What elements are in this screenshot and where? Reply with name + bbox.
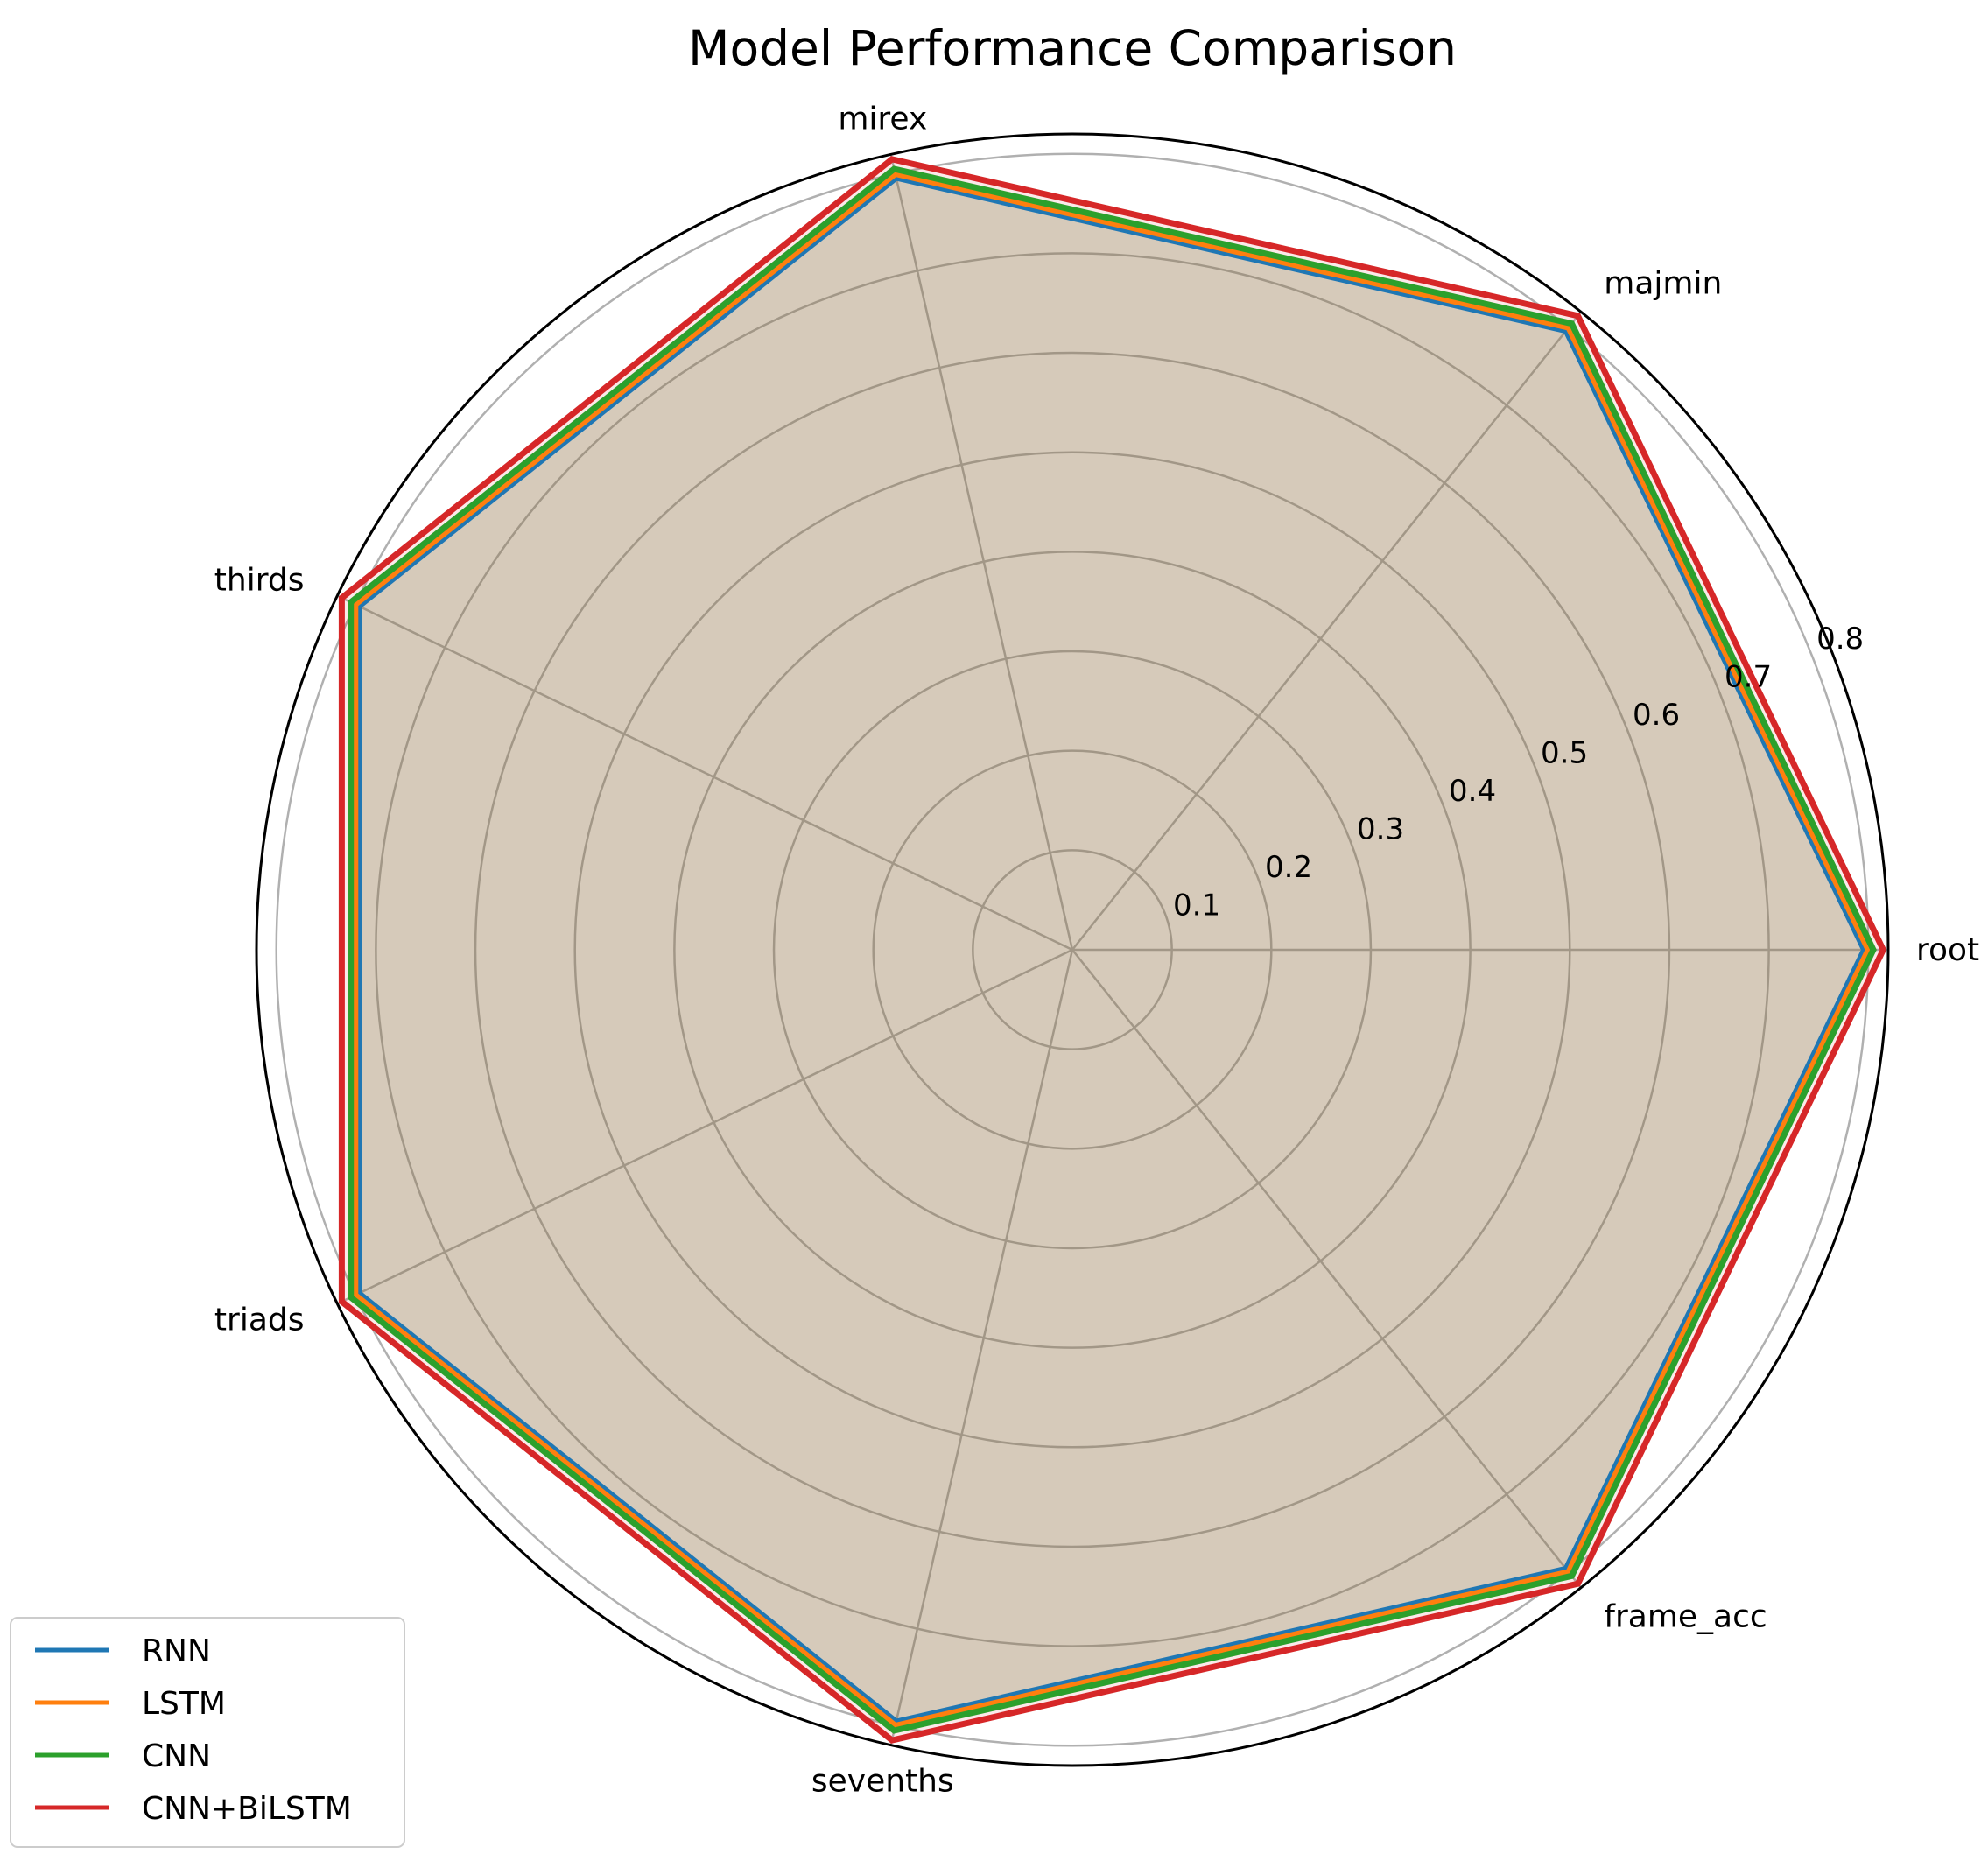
series-fill-cnn-bilstm	[341, 158, 1884, 1741]
series-line-cnn	[348, 165, 1877, 1734]
category-label-thirds: thirds	[214, 562, 305, 598]
legend-box	[10, 1617, 405, 1848]
legend-label-rnn: RNN	[142, 1633, 211, 1669]
series-fill-rnn	[358, 178, 1865, 1722]
category-label-root: root	[1916, 932, 1979, 968]
series-line-cnn-bilstm	[338, 156, 1887, 1744]
category-label-sevenths: sevenths	[811, 1764, 954, 1800]
spoke-majmin	[1071, 311, 1583, 951]
radial-tick-label-4: 0.4	[1449, 774, 1496, 809]
spoke-sevenths	[889, 949, 1074, 1745]
radial-tick-label-3: 0.3	[1357, 812, 1404, 847]
category-label-frame-acc: frame_acc	[1604, 1599, 1767, 1635]
spoke-triads	[336, 948, 1073, 1305]
series-fills	[341, 158, 1884, 1741]
radial-tick-label-2: 0.2	[1265, 850, 1312, 885]
legend: RNN LSTM CNN CNN+BiLSTM	[10, 1617, 405, 1848]
radial-tick-label-5: 0.5	[1541, 736, 1588, 771]
category-labels: root majmin mirex thirds triads sevenths frame…	[214, 101, 1979, 1799]
legend-item-cnn-bilstm: CNN+BiLSTM	[35, 1791, 352, 1827]
radial-tick-label-1: 0.1	[1173, 888, 1220, 923]
series-fill-lstm	[355, 173, 1869, 1726]
radial-tick-label-8: 0.8	[1816, 621, 1864, 657]
spoke-thirds	[336, 594, 1073, 952]
series-line-rnn	[355, 174, 1868, 1725]
category-label-mirex: mirex	[838, 101, 927, 137]
legend-item-lstm: LSTM	[35, 1686, 226, 1722]
category-label-majmin: majmin	[1604, 266, 1722, 302]
legend-label-lstm: LSTM	[142, 1686, 226, 1722]
spoke-mirex	[889, 154, 1074, 951]
spoke-frame_acc	[1071, 949, 1583, 1589]
legend-item-cnn: CNN	[35, 1738, 211, 1774]
radial-tick-labels: 0.1 0.2 0.3 0.4 0.5 0.6 0.7 0.8	[1173, 621, 1864, 923]
legend-item-rnn: RNN	[35, 1633, 211, 1669]
series-lines	[338, 156, 1887, 1744]
series-fill-cnn	[350, 169, 1874, 1731]
outer-frame	[255, 132, 1890, 1767]
radial-tick-label-6: 0.6	[1633, 698, 1680, 733]
series-line-lstm	[352, 170, 1872, 1730]
chart-title: Model Performance Comparison	[688, 20, 1457, 76]
category-label-triads: triads	[214, 1303, 305, 1338]
legend-label-cnn: CNN	[142, 1738, 211, 1774]
radial-tick-label-7: 0.7	[1725, 660, 1772, 695]
legend-label-cnn-bilstm: CNN+BiLSTM	[142, 1791, 352, 1827]
